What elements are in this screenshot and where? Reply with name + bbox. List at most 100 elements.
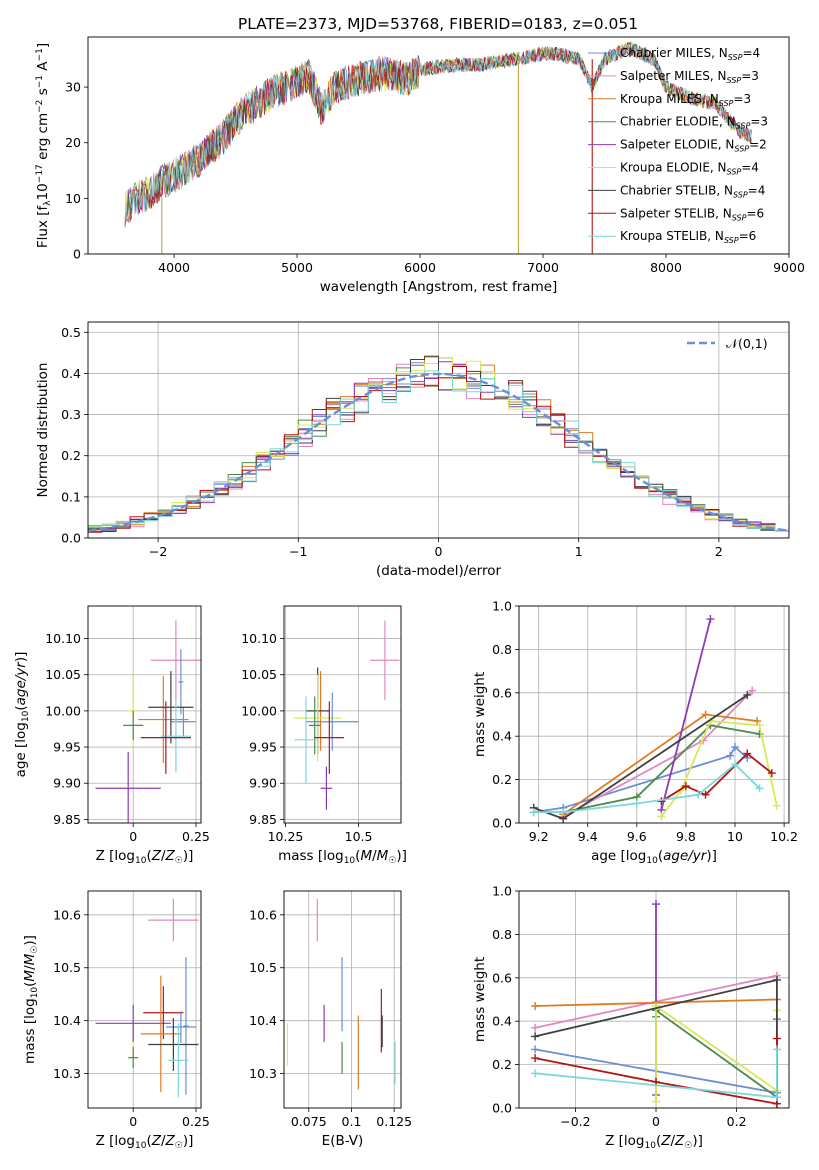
weight-point-marker [652,900,661,909]
x-tick-label: 5000 [281,260,313,275]
x-axis-label: Z [log10(Z/Z☉)] [605,1133,703,1151]
weight-point-marker [755,721,764,730]
y-tick-label: 10.10 [45,631,81,646]
legend-entry: Kroupa MILES, NSSP=3 [620,92,751,108]
weight-point-marker [531,1054,540,1063]
y-tick-label: 10.5 [249,960,277,975]
weight-point-marker [726,751,735,760]
x-tick-label: 7000 [527,260,559,275]
weight-point-marker [743,690,752,699]
legend-entry: Chabrier STELIB, NSSP=4 [620,183,765,199]
weight-point-marker [701,790,710,799]
x-axis-label: mass [log10(M/M☉)] [278,848,407,866]
x-tick-label: 8000 [650,260,682,275]
weight-point-marker [772,1034,781,1043]
x-tick-label: 9.4 [578,829,598,844]
y-tick-label: 9.95 [249,740,277,755]
x-tick-label: 4000 [158,260,190,275]
x-tick-label: −1 [289,544,307,559]
y-tick-label: 0.4 [492,729,512,744]
x-axis-label: (data-model)/error [376,563,502,579]
y-axis-label: Normed distribution [35,363,51,498]
y-tick-label: 1.0 [492,884,512,899]
weight-point-marker [694,790,703,799]
age-vs-mass-panel: 10.25 10.5 9.85 9.90 9.95 10.00 10.05 10.10 mass… [241,605,407,866]
legend-entry: Salpeter ELODIE, NSSP=2 [620,138,767,154]
x-tick-label: 0.25 [182,1114,210,1129]
y-tick-label: 0.8 [492,642,512,657]
y-axis-label: mass weight [472,957,488,1042]
y-tick-label: 10.6 [249,907,277,922]
x-axis-label: age [log10(age/yr)] [591,848,717,866]
weight-point-marker [748,686,757,695]
y-tick-label: 9.85 [53,812,81,827]
x-tick-label: 6000 [404,260,436,275]
mass-vs-ebv-plot-area [284,891,401,1108]
weight-vs-age-plot-area [519,606,789,823]
axes-frame [87,321,790,539]
x-tick-label: 0 [129,1114,137,1129]
spectrum-plot-area [124,40,752,254]
weight-point-marker [529,808,538,817]
spectrum-line [124,40,752,228]
mass-vs-z-plot-area [88,891,201,1108]
mass-vs-ebv-panel: 0.075 0.1 0.125 10.3 10.4 10.5 10.6 E(B-V) [249,890,412,1149]
x-tick-label: −0.2 [560,1114,590,1129]
x-tick-label: 0.1 [342,1114,362,1129]
weight-series-line [655,1008,778,1099]
weight-point-marker [531,1002,540,1011]
y-tick-label: 20 [65,135,81,150]
y-tick-label: 10.10 [241,631,277,646]
histogram-step [88,370,789,537]
spectrum-legend: Chabrier MILES, NSSP=4 Salpeter MILES, NS… [588,46,768,245]
y-tick-label: 10.05 [241,667,277,682]
weight-point-marker [772,1045,781,1054]
weight-point-marker [731,743,739,752]
y-tick-label: 0 [73,247,81,262]
weight-point-marker [772,1093,781,1102]
weight-point-marker [652,1097,661,1106]
weight-point-marker [701,710,710,719]
weight-series-line [660,618,712,811]
y-tick-label: 0.6 [492,685,512,700]
y-axis-label: mass weight [472,672,488,757]
axes-frame [518,605,790,824]
y-tick-label: 10 [65,191,81,206]
legend-entry: Kroupa STELIB, NSSP=6 [620,229,756,245]
y-tick-label: 1.0 [492,599,512,614]
x-tick-label: 0 [435,544,443,559]
x-axis-label: Z [log10(Z/Z☉)] [96,1133,194,1151]
age-vs-z-plot-area [88,606,201,823]
axes-frame [87,36,790,255]
weight-series-line [533,763,761,813]
y-axis-label: Flux [fλ10−17 erg cm−2 s−1 A−1] [35,43,53,248]
weight-point-marker [657,812,666,821]
age-vs-z-panel: 0 0.25 9.85 9.90 9.95 10.00 10.05 10.10 Z [log10… [13,605,210,866]
y-tick-label: 9.85 [249,812,277,827]
weight-point-marker [755,784,764,793]
weight-point-marker [681,782,690,791]
residual-histogram-plot-area [88,322,789,538]
y-tick-label: 10.4 [249,1013,277,1028]
legend-entry: 𝒩(0,1) [726,336,768,351]
x-tick-label: 10.2 [770,829,798,844]
weight-point-marker [731,760,739,769]
legend-entry: Salpeter MILES, NSSP=3 [620,69,759,85]
y-tick-label: 10.3 [53,1066,81,1081]
y-tick-label: 0.0 [492,1101,512,1116]
y-tick-label: 0.2 [492,772,512,787]
x-tick-label: 0 [652,1114,660,1129]
x-tick-label: 9.8 [676,829,696,844]
y-axis-label: mass [log10(M/M☉)] [22,935,40,1064]
x-tick-label: 2 [715,544,723,559]
spectrum-line [124,42,752,228]
x-tick-label: 0.25 [182,829,210,844]
weight-point-marker [531,1069,540,1078]
x-tick-label: 0 [129,829,137,844]
x-tick-label: 10.5 [345,829,373,844]
y-tick-label: 9.95 [53,740,81,755]
axes-frame [87,605,202,824]
x-tick-label: 9000 [773,260,805,275]
spectrum-panel: 4000 5000 6000 7000 8000 9000 0 10 20 30 wavelengt… [35,36,805,295]
x-axis-label: wavelength [Angstrom, rest frame] [320,279,558,295]
